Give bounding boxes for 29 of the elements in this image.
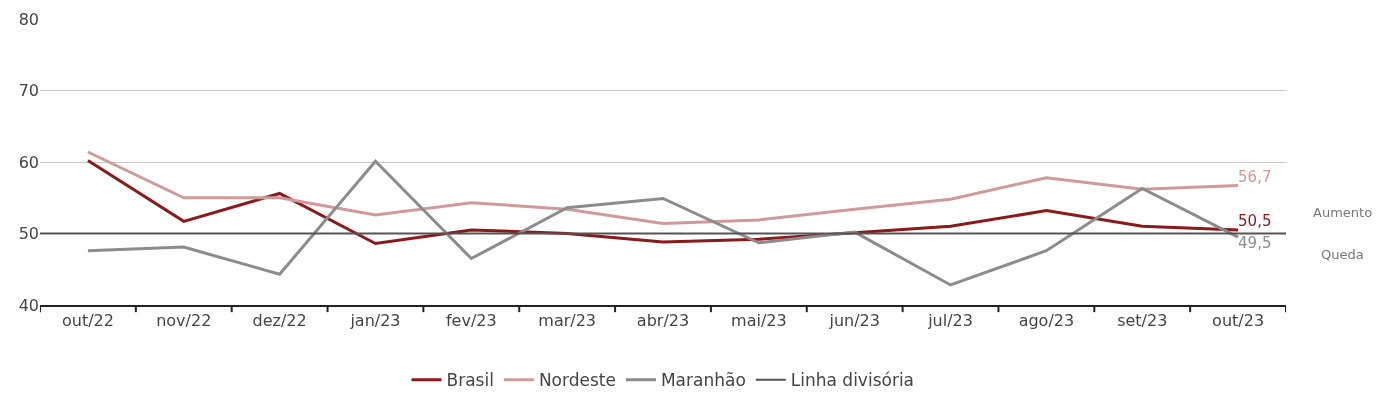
x-tick-label: ago/23: [1018, 311, 1075, 331]
legend-label: Nordeste: [538, 370, 616, 391]
y-tick-label: 60: [18, 152, 39, 172]
data-label: 49,5: [1238, 234, 1272, 253]
y-tick-label: 50: [18, 224, 39, 244]
x-tick-label: out/23: [1212, 311, 1265, 331]
x-tick-label: mar/23: [538, 311, 597, 331]
x-tick-label: dez/22: [252, 311, 307, 331]
data-label: 50,5: [1238, 212, 1272, 231]
text: Aumento: [1313, 205, 1373, 220]
x-tick-label: jul/23: [927, 311, 973, 331]
y-tick-label: 70: [18, 81, 39, 101]
data-label: 56,7: [1238, 167, 1272, 186]
x-tick-label: nov/22: [156, 311, 212, 331]
text: Queda: [1321, 247, 1364, 262]
legend-label: Maranhão: [660, 370, 746, 391]
y-tick-label: 40: [18, 295, 39, 315]
x-tick-label: abr/23: [636, 311, 690, 331]
x-tick-label: out/22: [61, 311, 114, 331]
x-tick-label: jan/23: [349, 311, 401, 331]
x-tick-label: fev/23: [445, 311, 497, 331]
legend-label: Brasil: [446, 370, 494, 391]
line-series: [86, 159, 1240, 287]
line-series: [86, 150, 1240, 225]
x-tick-label: set/23: [1117, 311, 1168, 331]
legend-label: Linha divisória: [790, 370, 915, 391]
x-tick-label: mai/23: [731, 311, 787, 331]
y-tick-label: 80: [18, 9, 39, 29]
x-tick-label: jun/23: [828, 311, 880, 331]
